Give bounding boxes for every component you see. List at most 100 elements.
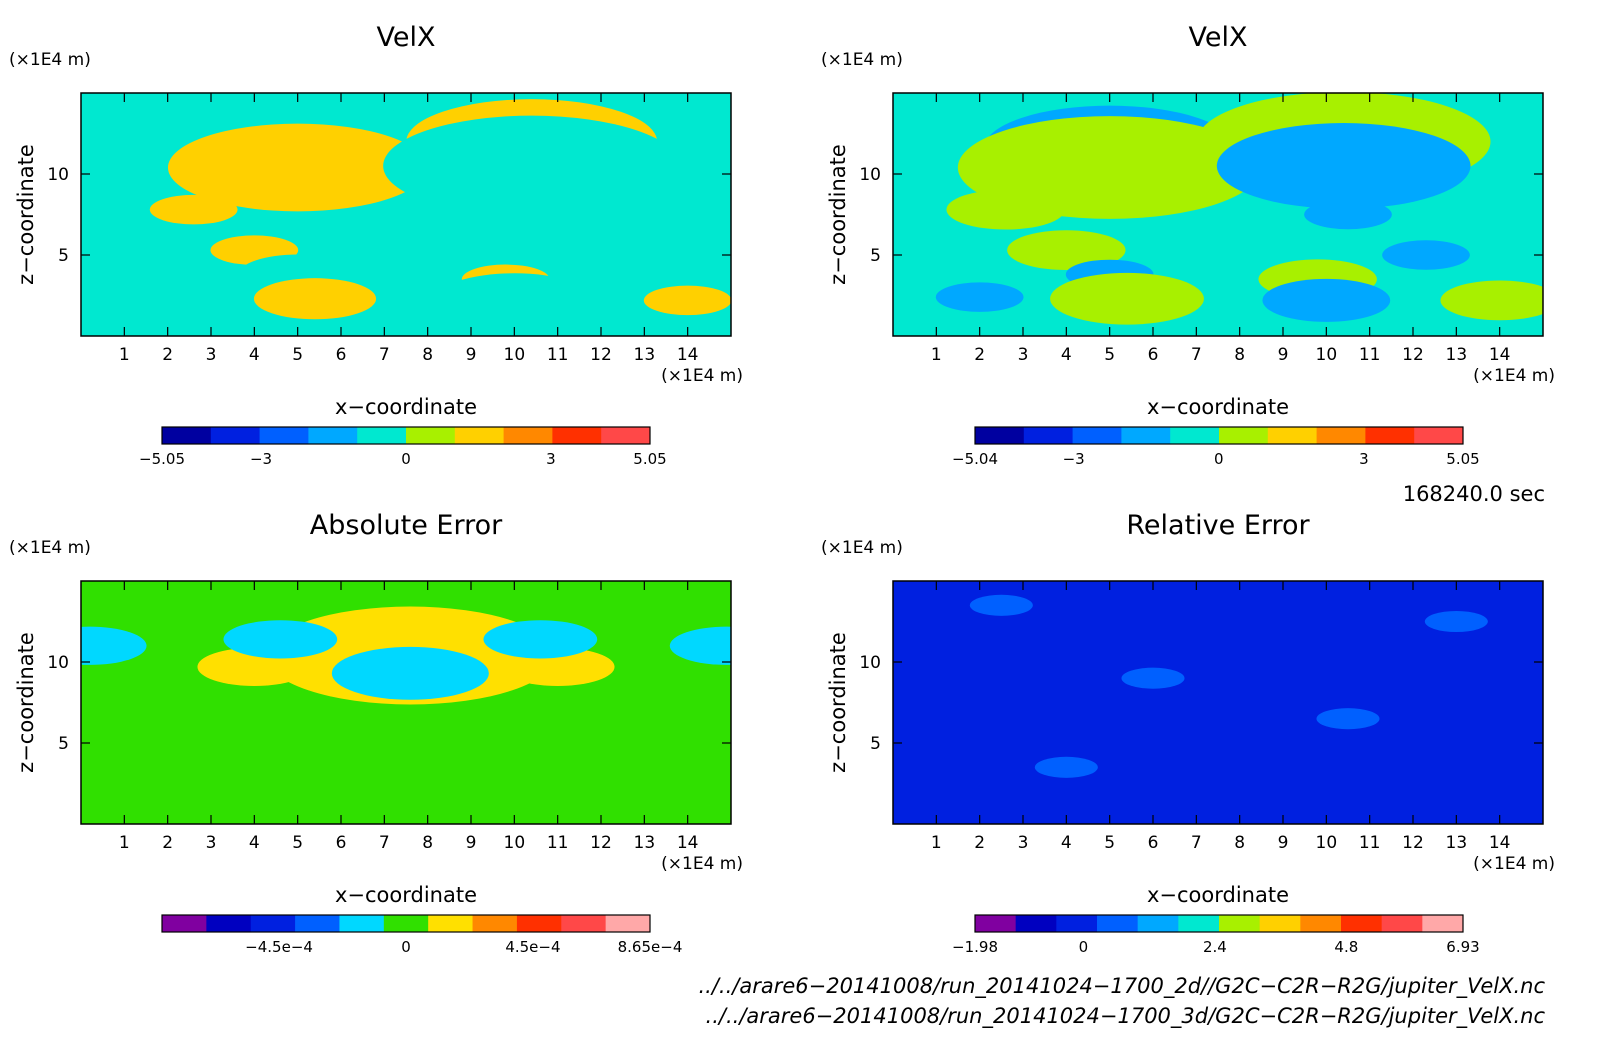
colorbar-label: 2.4 xyxy=(1203,938,1227,956)
y-unit-label: (×1E4 m) xyxy=(821,50,903,70)
colorbar-swatch xyxy=(1300,915,1342,932)
field-contour-0-1 xyxy=(969,594,1033,616)
x-tick-label: 8 xyxy=(422,833,433,853)
y-tick-label: 5 xyxy=(870,734,881,754)
colorbar-label: 8.65e−4 xyxy=(618,938,683,956)
x-tick-label: 6 xyxy=(1148,345,1159,365)
colorbar-swatch xyxy=(1365,427,1415,444)
colorbar-swatch xyxy=(503,427,553,444)
plot-frame xyxy=(80,580,732,825)
field-contour-4-1 xyxy=(149,194,238,225)
y-unit-label: (×1E4 m) xyxy=(9,50,91,70)
colorbar-swatch xyxy=(1137,915,1179,932)
colorbar-frame xyxy=(161,426,651,445)
plot-area xyxy=(81,581,731,824)
colorbar-swatch xyxy=(1219,427,1269,444)
colorbar-swatch xyxy=(210,427,261,444)
chart-title: Absolute Error xyxy=(310,510,503,541)
field-contour-7-1 xyxy=(1050,272,1204,325)
x-unit-label: (×1E4 m) xyxy=(1473,366,1555,386)
colorbar-swatch xyxy=(295,915,340,932)
colorbar-label: 3 xyxy=(1359,450,1369,468)
x-axis-label: x−coordinate xyxy=(1147,395,1289,419)
colorbar-label: 0 xyxy=(401,450,411,468)
colorbar-swatch xyxy=(308,427,358,444)
x-tick-label: 6 xyxy=(336,345,347,365)
colorbar-swatch xyxy=(259,427,309,444)
plot-area xyxy=(893,93,1543,336)
x-tick-label: 8 xyxy=(1234,833,1245,853)
x-tick-label: 5 xyxy=(292,833,303,853)
colorbar-swatch xyxy=(162,915,207,932)
colorbar-swatch xyxy=(1170,427,1220,444)
x-tick-label: 14 xyxy=(677,345,699,365)
colorbar-swatch xyxy=(1097,915,1139,932)
y-tick-label: 10 xyxy=(859,165,881,185)
colorbar-swatch xyxy=(975,427,1025,444)
field-contour-12-1 xyxy=(554,235,674,275)
x-tick-label: 9 xyxy=(466,345,477,365)
x-axis-label: x−coordinate xyxy=(1147,883,1289,907)
x-tick-label: 9 xyxy=(466,833,477,853)
x-tick-label: 2 xyxy=(974,345,985,365)
colorbar-label: −3 xyxy=(250,450,272,468)
x-tick-label: 10 xyxy=(504,833,526,853)
x-tick-label: 13 xyxy=(1446,833,1468,853)
plot-area xyxy=(893,581,1543,824)
x-tick-label: 10 xyxy=(504,345,526,365)
colorbar-label: 0 xyxy=(1079,938,1089,956)
x-axis-label: x−coordinate xyxy=(335,395,477,419)
x-tick-label: 13 xyxy=(1446,345,1468,365)
x-tick-label: 14 xyxy=(1489,833,1511,853)
x-tick-label: 4 xyxy=(249,345,260,365)
x-tick-label: 9 xyxy=(1278,345,1289,365)
y-tick-label: 10 xyxy=(47,653,69,673)
x-tick-label: 8 xyxy=(422,345,433,365)
colorbar-swatch xyxy=(1023,427,1074,444)
colorbar-swatch xyxy=(1121,427,1171,444)
field-contour-5-1 xyxy=(483,620,598,659)
x-tick-label: 7 xyxy=(379,345,390,365)
y-tick-label: 5 xyxy=(870,246,881,266)
y-tick-label: 10 xyxy=(47,165,69,185)
x-tick-label: 1 xyxy=(931,345,942,365)
colorbar-swatch xyxy=(357,427,407,444)
colorbar-label: 4.5e−4 xyxy=(505,938,560,956)
colorbar-swatch xyxy=(975,915,1017,932)
x-unit-label: (×1E4 m) xyxy=(661,366,743,386)
time-label: 168240.0 sec xyxy=(1403,482,1545,506)
y-tick-label: 5 xyxy=(58,734,69,754)
x-tick-label: 10 xyxy=(1316,833,1338,853)
x-tick-label: 11 xyxy=(547,833,569,853)
colorbar-swatch xyxy=(1422,915,1464,932)
colorbar-frame xyxy=(161,914,651,933)
file-path-3d: ../../arare6−20141008/run_20141024−1700_… xyxy=(706,1004,1546,1029)
file-path-2d: ../../arare6−20141008/run_20141024−1700_… xyxy=(698,974,1545,999)
chart-panel-2: VelX(×1E4 m)1 2 3 4 5 6 7 8 9 10 11 12 13 14510(×1E4 … xyxy=(821,22,1555,468)
field-contour-3-1 xyxy=(1216,122,1471,209)
x-tick-label: 11 xyxy=(547,345,569,365)
x-unit-label: (×1E4 m) xyxy=(1473,854,1555,874)
x-tick-label: 13 xyxy=(634,345,656,365)
field-contour-1-1 xyxy=(1121,667,1185,689)
x-tick-label: 12 xyxy=(590,833,612,853)
colorbar-swatch xyxy=(454,427,505,444)
x-tick-label: 11 xyxy=(1359,833,1381,853)
chart-panel-1: VelX(×1E4 m)1 2 3 4 5 6 7 8 9 10 11 12 13 14510(×1E4 … xyxy=(9,22,743,468)
field-contour-4-1 xyxy=(223,620,338,659)
colorbar-label: 6.93 xyxy=(1446,938,1479,956)
colorbar-label: −3 xyxy=(1063,450,1085,468)
x-tick-label: 12 xyxy=(1402,833,1424,853)
colorbar-swatch xyxy=(206,915,252,932)
x-tick-label: 7 xyxy=(1191,345,1202,365)
field-contour-8-1 xyxy=(935,282,1024,312)
chart-title: Relative Error xyxy=(1126,510,1310,541)
x-tick-label: 7 xyxy=(1191,833,1202,853)
field-contour-1-1 xyxy=(331,646,489,700)
x-tick-label: 6 xyxy=(336,833,347,853)
y-tick-label: 10 xyxy=(859,653,881,673)
chart-panel-4: Relative Error(×1E4 m)1 2 3 4 5 6 7 8 9 10 11 12 13 1… xyxy=(821,510,1555,956)
field-contour-13-1 xyxy=(643,285,731,316)
x-tick-label: 6 xyxy=(1148,833,1159,853)
